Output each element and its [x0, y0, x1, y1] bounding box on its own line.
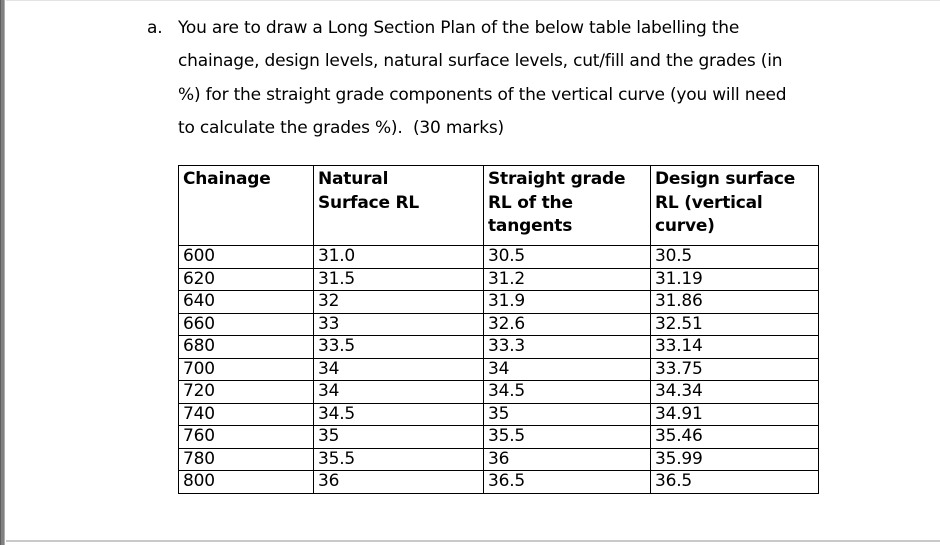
table-cell: 31.86 [650, 290, 819, 314]
table-header-row: Chainage Natural Surface RL Straight gra… [178, 165, 819, 246]
table-row: 680 33.5 33.3 33.14 [178, 335, 819, 359]
table-cell: 620 [178, 267, 314, 291]
table-cell: 600 [178, 245, 314, 269]
table-cell: 33.14 [650, 335, 819, 359]
table-cell: 800 [178, 470, 314, 494]
table-row: 640 32 31.9 31.86 [178, 290, 819, 314]
table-cell: 640 [178, 290, 314, 314]
page-bottom-divider [6, 540, 940, 542]
table-cell: 31.9 [483, 290, 651, 314]
table-row: 720 34 34.5 34.34 [178, 380, 819, 404]
table-cell: 32 [313, 290, 484, 314]
column-header-straight-grade-rl: Straight grade RL of the tangents [483, 165, 651, 246]
question-line: %) for the straight grade components of … [178, 84, 787, 105]
table-cell: 660 [178, 312, 314, 336]
table-cell: 34 [313, 357, 484, 381]
question-line: You are to draw a Long Section Plan of t… [178, 18, 740, 38]
table-cell: 780 [178, 447, 314, 471]
table-cell: 33.5 [313, 335, 484, 359]
table-cell: 34 [483, 357, 651, 381]
column-header-chainage: Chainage [178, 165, 314, 246]
table-cell: 34.5 [483, 380, 651, 404]
table-cell: 36 [313, 470, 484, 494]
table-cell: 34 [313, 380, 484, 404]
column-header-design-surface-rl: Design surface RL (vertical curve) [650, 165, 819, 246]
table-cell: 30.5 [650, 245, 819, 269]
table-cell: 34.5 [313, 402, 484, 426]
table-cell: 34.91 [650, 402, 819, 426]
table-row: 780 35.5 36 35.99 [178, 447, 819, 471]
table-cell: 35.46 [650, 425, 819, 449]
table-cell: 34.34 [650, 380, 819, 404]
table-cell: 31.19 [650, 267, 819, 291]
question-lines: You are to draw a Long Section Plan of t… [178, 12, 787, 146]
levels-table: Chainage Natural Surface RL Straight gra… [178, 165, 819, 494]
question-line: to calculate the grades %). (30 marks) [178, 118, 504, 139]
window-left-border [0, 0, 5, 545]
table-cell: 32.51 [650, 312, 819, 336]
table-cell: 33 [313, 312, 484, 336]
table-cell: 720 [178, 380, 314, 404]
table-cell: 36.5 [650, 470, 819, 494]
table-cell: 35 [483, 402, 651, 426]
table-cell: 35.5 [483, 425, 651, 449]
table-body: 600 31.0 30.5 30.5 620 31.5 31.2 31.19 640 32 31.9… [178, 245, 819, 494]
table-cell: 760 [178, 425, 314, 449]
question-item-marker: a. [147, 18, 163, 38]
table-row: 600 31.0 30.5 30.5 [178, 245, 819, 269]
table-row: 660 33 32.6 32.51 [178, 312, 819, 336]
question-text: a. You are to draw a Long Section Plan o… [147, 12, 787, 146]
table-cell: 31.5 [313, 267, 484, 291]
table-cell: 36 [483, 447, 651, 471]
table-cell: 31.2 [483, 267, 651, 291]
table-cell: 36.5 [483, 470, 651, 494]
table-row: 700 34 34 33.75 [178, 357, 819, 381]
table-cell: 700 [178, 357, 314, 381]
table-cell: 33.75 [650, 357, 819, 381]
table-row: 740 34.5 35 34.91 [178, 402, 819, 426]
table-cell: 740 [178, 402, 314, 426]
table-cell: 32.6 [483, 312, 651, 336]
table-cell: 35.99 [650, 447, 819, 471]
page-top-divider [6, 0, 940, 1]
table-cell: 35.5 [313, 447, 484, 471]
table-cell: 35 [313, 425, 484, 449]
question-line: chainage, design levels, natural surface… [178, 51, 783, 72]
column-header-natural-surface-rl: Natural Surface RL [313, 165, 484, 246]
table-row: 800 36 36.5 36.5 [178, 470, 819, 494]
table-cell: 30.5 [483, 245, 651, 269]
table-row: 760 35 35.5 35.46 [178, 425, 819, 449]
table-cell: 33.3 [483, 335, 651, 359]
table-row: 620 31.5 31.2 31.19 [178, 267, 819, 291]
table-cell: 680 [178, 335, 314, 359]
table-cell: 31.0 [313, 245, 484, 269]
